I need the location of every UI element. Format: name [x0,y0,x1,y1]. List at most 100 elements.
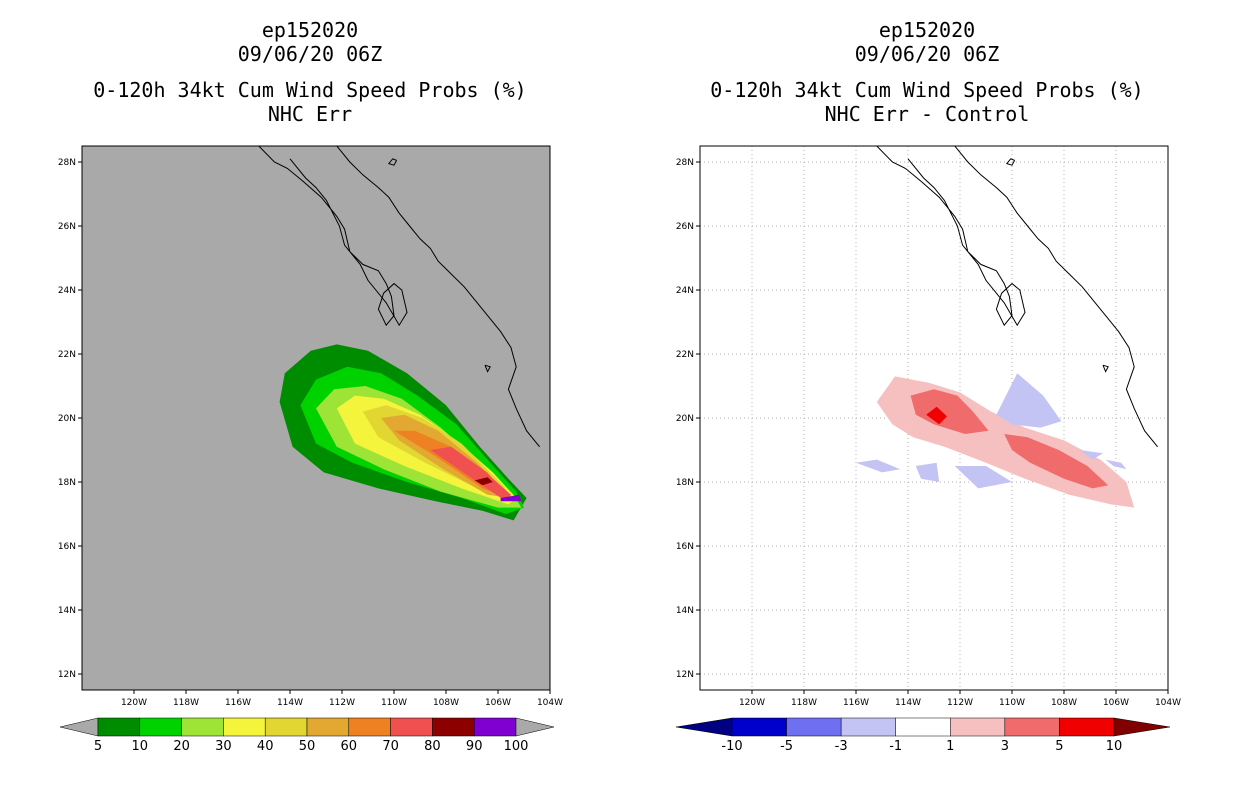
x-tick-label: 116W [225,698,251,708]
coastline [875,146,1026,327]
right-chart-title: ep152020 09/06/20 06Z 0-120h 34kt Cum Wi… [618,18,1236,126]
colorbar-label: 40 [257,739,274,754]
colorbar-bin [390,717,433,737]
x-tick-label: 106W [1103,698,1129,708]
colorbar-bin [432,717,475,737]
contour-level-neg1 [1105,459,1127,470]
y-tick-label: 18N [58,478,76,488]
coastline [484,364,491,373]
right-title-variant: NHC Err - Control [824,102,1030,126]
colorbar-label: 30 [215,739,232,754]
colorbar-bin [473,717,517,737]
y-tick-label: 20N [676,414,694,424]
x-tick-label: 108W [433,698,459,708]
colorbar-label: 80 [424,739,441,754]
x-tick-label: 114W [895,698,921,708]
right-title-storm: ep152020 [878,18,976,42]
x-tick-label: 116W [843,698,869,708]
colorbar-label: 10 [132,739,149,754]
y-tick-label: 12N [58,670,76,680]
contour-level-70 [430,446,511,502]
contour-level-90 [500,494,522,502]
x-tick-label: 110W [999,698,1025,708]
x-tick-label: 112W [947,698,973,708]
contour-level-neg1 [915,462,940,482]
y-tick-label: 28N [58,158,76,168]
y-tick-label: 12N [676,670,694,680]
right-title-date: 09/06/20 06Z [854,42,1000,66]
colorbar-label: 10 [1106,739,1123,754]
x-tick-label: 112W [329,698,355,708]
y-tick-label: 22N [58,350,76,360]
x-tick-label: 114W [277,698,303,708]
colorbar-label: 3 [1001,739,1009,754]
coastline [954,146,1158,448]
x-tick-label: 104W [1155,698,1181,708]
colorbar-label: 5 [94,739,102,754]
colorbar-bin [181,717,224,737]
colorbar-label: -10 [721,739,742,754]
x-tick-label: 108W [1051,698,1077,708]
contour-level-3 [910,389,989,434]
colorbar-label: 90 [466,739,483,754]
x-tick-label: 118W [173,698,199,708]
coastline [336,146,540,448]
y-tick-label: 28N [676,158,694,168]
y-tick-label: 26N [676,222,694,232]
x-tick-label: 120W [739,698,765,708]
colorbar-bin [1004,717,1060,737]
y-tick-label: 16N [58,542,76,552]
colorbar-label: 20 [173,739,190,754]
colorbar-bin [1059,717,1115,737]
coastline [1102,364,1109,373]
contour-level-5 [926,406,947,425]
colorbar-bin [840,717,896,737]
contour-level-neg1 [856,459,901,473]
colorbar-bin [139,717,182,737]
colorbar-bin [895,717,951,737]
colorbar-high-end [1113,717,1171,737]
left-colorbar: 5 10 20 30 40 50 60 70 80 90 100 [59,717,555,754]
y-tick-label: 14N [676,606,694,616]
colorbar-label: -3 [835,739,848,754]
colorbar-bin [950,717,1006,737]
map-plot-area [700,146,1168,690]
colorbar-label: 100 [504,739,529,754]
contour-level-neg1 [954,466,1012,489]
y-tick-label: 22N [676,350,694,360]
y-tick-label: 16N [676,542,694,552]
colorbar-low-end [59,717,99,737]
x-tick-label: 118W [791,698,817,708]
colorbar-label: 5 [1055,739,1063,754]
y-tick-label: 24N [58,286,76,296]
x-tick-label: 104W [537,698,563,708]
y-tick-label: 24N [676,286,694,296]
right-title-product: 0-120h 34kt Cum Wind Speed Probs (%) [710,78,1144,102]
colorbar-label: 50 [299,739,316,754]
y-tick-label: 20N [58,414,76,424]
colorbar-label: 60 [341,739,358,754]
colorbar-high-end [515,717,555,737]
colorbar-bin [348,717,391,737]
colorbar-label: -1 [889,739,902,754]
colorbar-label: -5 [780,739,793,754]
contour-level-3 [1004,434,1109,489]
left-chart-title: ep152020 09/06/20 06Z 0-120h 34kt Cum Wi… [0,18,620,126]
contour-level-neg1 [1079,450,1103,460]
coastline [387,158,398,166]
contour-level-neg1 [996,373,1062,428]
colorbar-bin [786,717,842,737]
y-tick-label: 14N [58,606,76,616]
colorbar-label: 70 [382,739,399,754]
left-title-product: 0-120h 34kt Cum Wind Speed Probs (%) [93,78,527,102]
coastline [257,146,408,327]
y-tick-label: 26N [58,222,76,232]
right-map-panel: 120W 118W 116W 114W 112W 110W 108W 106W 104W 12N 1… [676,145,1181,708]
x-tick-label: 120W [121,698,147,708]
y-tick-label: 18N [676,478,694,488]
colorbar-low-end [675,717,733,737]
contour-level-80 [474,477,493,486]
left-title-variant: NHC Err [267,102,353,126]
map-plot-area [257,146,540,521]
